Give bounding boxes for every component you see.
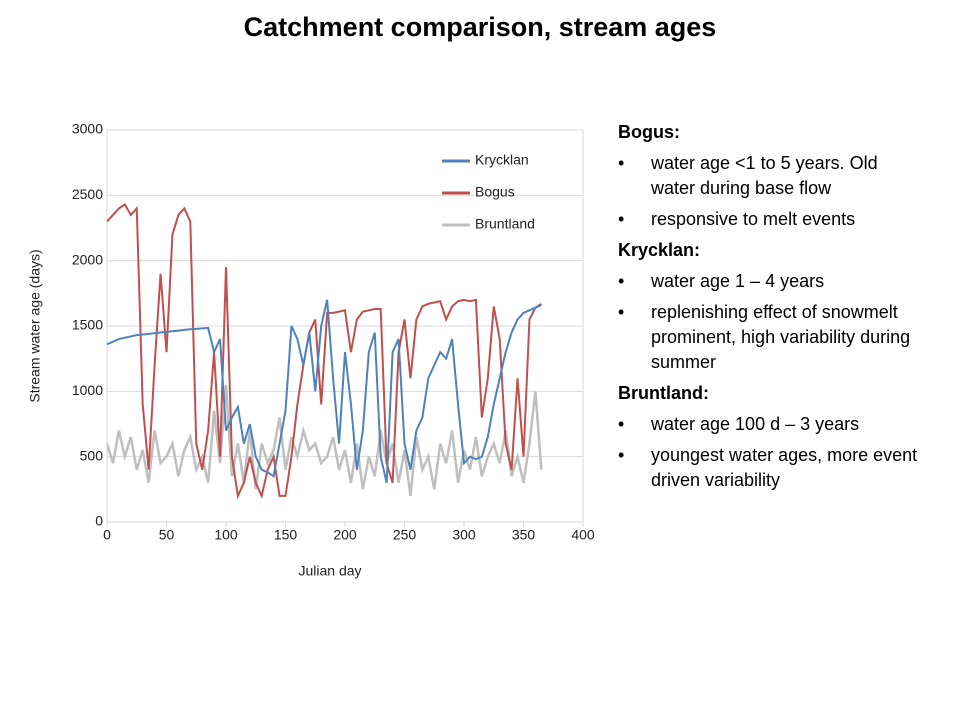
y-tick-label: 500 [80, 447, 104, 463]
note-bullet: responsive to melt events [618, 207, 918, 232]
x-tick-label: 350 [512, 527, 536, 543]
note-heading: Bruntland: [618, 383, 709, 403]
x-tick-label: 0 [103, 527, 111, 543]
y-tick-label: 0 [95, 513, 103, 529]
x-tick-label: 400 [571, 527, 595, 543]
y-tick-label: 3000 [72, 121, 103, 137]
note-bullet: water age 100 d – 3 years [618, 412, 918, 437]
y-tick-label: 1500 [72, 317, 103, 333]
y-tick-label: 2500 [72, 186, 103, 202]
x-tick-label: 200 [333, 527, 357, 543]
line [107, 299, 542, 484]
y-axis-label: Stream water age (days) [27, 249, 43, 402]
x-tick-label: 50 [159, 527, 175, 543]
legend-label: Bruntland [475, 216, 535, 232]
note-bullet: water age <1 to 5 years. Old water durin… [618, 151, 918, 201]
note-bullet: replenishing effect of snowmelt prominen… [618, 300, 918, 375]
chart-title: Catchment comparison, stream ages [243, 12, 717, 42]
note-bullet: youngest water ages, more event driven v… [618, 443, 918, 493]
x-tick-label: 150 [274, 527, 298, 543]
y-tick-label: 2000 [72, 251, 103, 267]
x-tick-label: 100 [214, 527, 238, 543]
y-tick-label: 1000 [72, 382, 103, 398]
notes: Bogus: water age <1 to 5 years. Old water… [618, 118, 918, 499]
x-tick-label: 250 [393, 527, 417, 543]
note-heading: Krycklan: [618, 240, 701, 260]
line [107, 384, 543, 497]
x-tick-label: 300 [452, 527, 476, 543]
legend-label: Krycklan [475, 152, 529, 168]
legend-label: Bogus [475, 184, 515, 200]
line [107, 203, 542, 500]
x-axis-label: Julian day [298, 563, 361, 579]
note-heading: Bogus: [618, 122, 680, 142]
note-bullet: water age 1 – 4 years [618, 269, 918, 294]
